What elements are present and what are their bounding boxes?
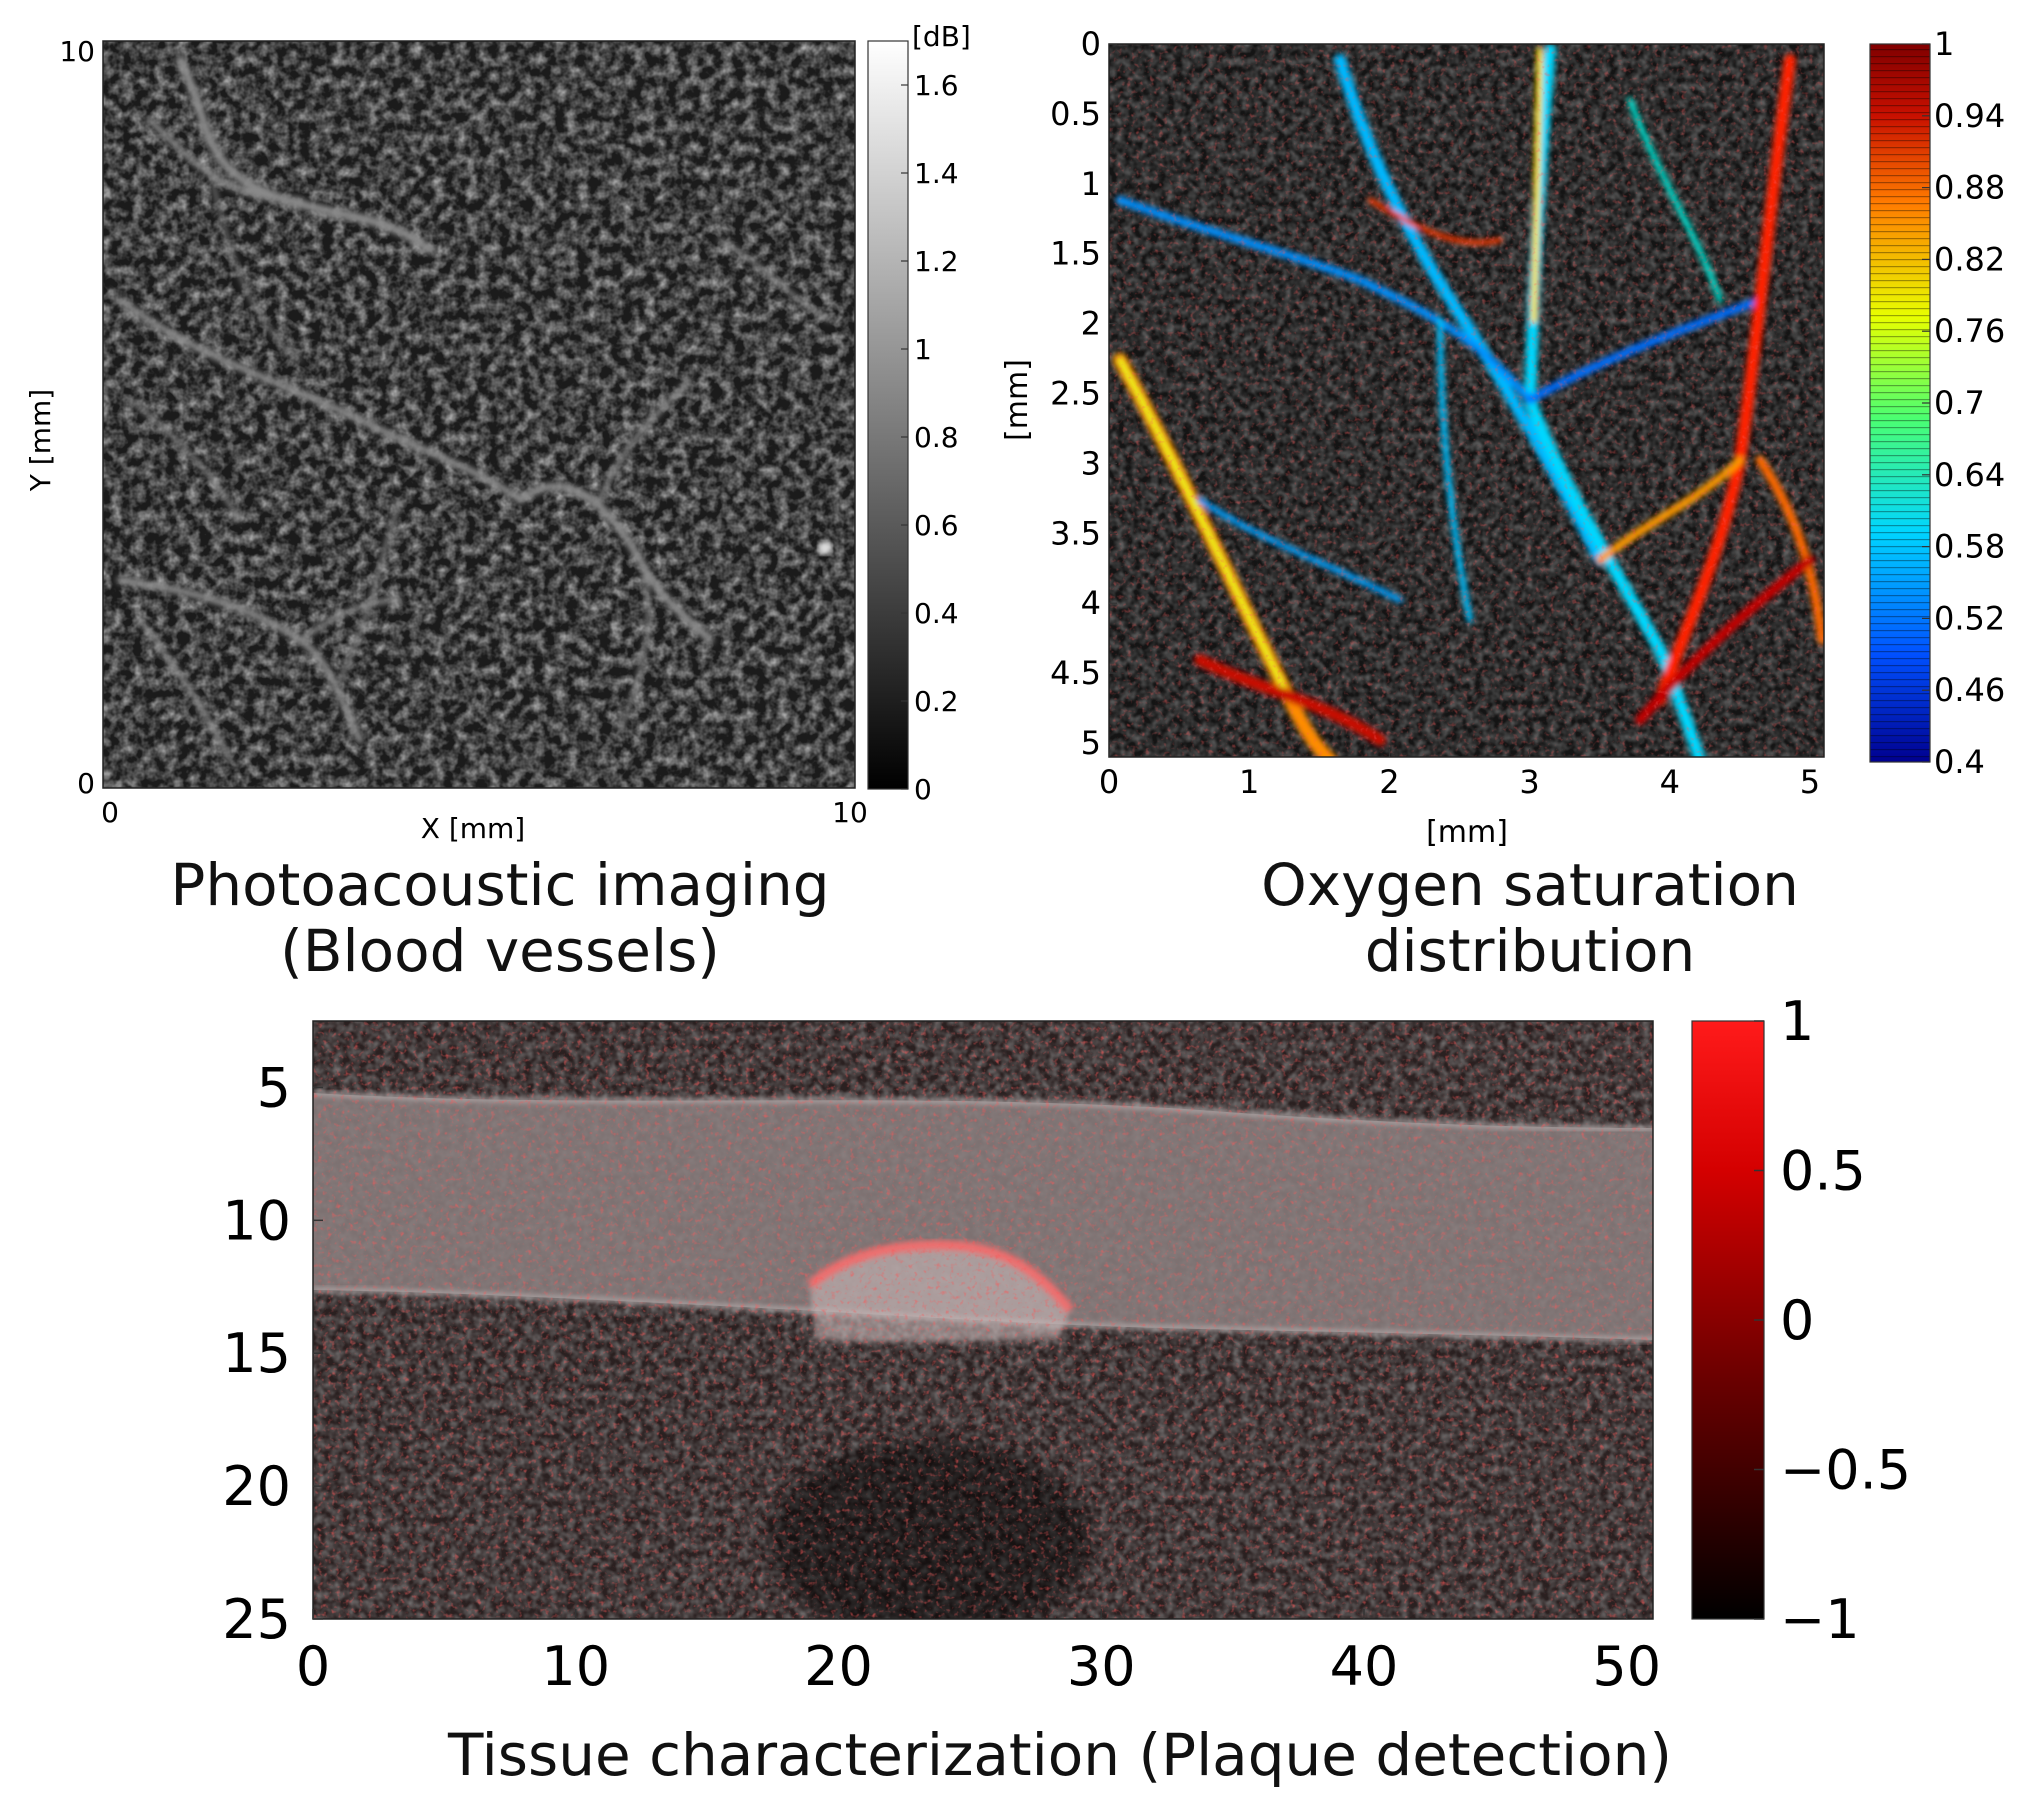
- x-tick-label: 5: [1800, 763, 1820, 801]
- colorbar-tick-label: −1: [1780, 1588, 1860, 1651]
- colorbar-tick-label: 1: [914, 333, 932, 366]
- y-tick-label: 20: [222, 1455, 291, 1518]
- y-tick-label: 3: [1081, 444, 1101, 482]
- y-tick-label: 1: [1081, 165, 1101, 203]
- photoacoustic-chart: 10 0 0 10 X [mm] Y [mm] [dB] 0 0.2 0.4 0.6 0…: [24, 20, 971, 845]
- y-tick-label: 10: [222, 1189, 291, 1252]
- caption-line: Oxygen saturation: [1261, 851, 1799, 919]
- colorbar-tick-label: 0.52: [1934, 599, 2005, 637]
- colorbar-tick-label: 1.6: [914, 69, 959, 102]
- colorbar-tick-label: 0.82: [1934, 240, 2005, 278]
- x-tick-label: 0: [101, 796, 119, 829]
- y-tick-label: 1.5: [1050, 235, 1101, 273]
- tissue-caption: Tissue characterization (Plaque detectio…: [200, 1722, 1920, 1788]
- x-tick-label: 30: [1067, 1635, 1136, 1698]
- photoacoustic-colorbar: [dB] 0 0.2 0.4 0.6 0.8 1 1.2 1.4 1.6: [867, 20, 971, 806]
- caption-line: distribution: [1364, 917, 1696, 985]
- caption-line: Photoacoustic imaging: [170, 851, 830, 919]
- y-tick-label: 15: [222, 1322, 291, 1385]
- y-tick-label: 10: [59, 35, 95, 68]
- y-tick-label: 0.5: [1050, 95, 1101, 133]
- y-tick-label: 4.5: [1050, 654, 1101, 692]
- caption-line: (Blood vessels): [280, 917, 720, 985]
- colorbar-tick-label: 0.5: [1780, 1140, 1866, 1203]
- y-tick-label: 4: [1081, 584, 1101, 622]
- photoacoustic-image: [103, 41, 855, 788]
- colorbar-unit: [dB]: [912, 20, 971, 53]
- x-tick-label: 40: [1330, 1635, 1399, 1698]
- y-tick-label: 5: [257, 1056, 291, 1119]
- tissue-chart: 0 10 20 30 40 50 5 10 15 20 25 1 0.5 0 −0.5 −1: [222, 990, 1911, 1698]
- x-tick-label: 2: [1379, 763, 1399, 801]
- y-tick-label: 2.5: [1050, 375, 1101, 413]
- x-tick-label: 10: [832, 796, 868, 829]
- x-tick-label: 0: [296, 1635, 330, 1698]
- x-tick-label: 0: [1099, 763, 1119, 801]
- vessel-network: [116, 55, 832, 763]
- colorbar-tick-label: 0.6: [914, 509, 959, 542]
- y-tick-label: 0: [77, 767, 95, 800]
- colorbar-tick-label: 0.64: [1934, 456, 2005, 494]
- x-tick-label: 3: [1519, 763, 1539, 801]
- x-tick-label: 4: [1660, 763, 1680, 801]
- colorbar-tick-label: 0.58: [1934, 528, 2005, 566]
- colorbar-tick-label: −0.5: [1780, 1439, 1911, 1502]
- tissue-colorbar: 1 0.5 0 −0.5 −1: [1691, 990, 1911, 1651]
- y-axis-label: Y [mm]: [24, 389, 57, 492]
- colorbar-tick-label: 0.4: [914, 597, 959, 630]
- colorbar-tick-label: 1.4: [914, 157, 959, 190]
- y-tick-label: 5: [1081, 724, 1101, 762]
- x-tick-label: 20: [804, 1635, 873, 1698]
- y-tick-label: 2: [1081, 305, 1101, 343]
- colorbar-tick-label: 0.7: [1934, 384, 1985, 422]
- colorbar-tick-label: 0.2: [914, 685, 959, 718]
- colorbar-tick-label: 1: [1780, 990, 1814, 1053]
- colorbar-tick-label: 0.8: [914, 421, 959, 454]
- tissue-image: [313, 1021, 1653, 1619]
- oxygen-colorbar: 1 0.94 0.88 0.82 0.76 0.7 0.64 0.58 0.52 0.46 0.4: [1869, 25, 2005, 781]
- colorbar-tick-label: 0: [914, 773, 932, 806]
- y-tick-label: 0: [1081, 25, 1101, 63]
- colorbar-tick-label: 1: [1934, 25, 1954, 63]
- colorbar-tick-label: 0.76: [1934, 312, 2005, 350]
- x-tick-label: 50: [1592, 1635, 1661, 1698]
- x-tick-label: 10: [541, 1635, 610, 1698]
- colorbar-tick-label: 1.2: [914, 245, 959, 278]
- x-axis-label: [mm]: [1426, 815, 1508, 850]
- colorbar-tick-label: 0: [1780, 1289, 1814, 1352]
- oxygen-chart: 0 1 2 3 4 500.511.522.533.544.55 [mm] [mm] 10…: [1000, 25, 2005, 850]
- caption-line: Tissue characterization (Plaque detectio…: [448, 1721, 1672, 1789]
- x-axis-label: X [mm]: [421, 812, 525, 845]
- colorbar-tick-label: 0.88: [1934, 169, 2005, 207]
- colorbar-tick-label: 0.46: [1934, 671, 2005, 709]
- oxygen-caption: Oxygen saturation distribution: [1150, 852, 1910, 984]
- colorbar-tick-label: 0.4: [1934, 743, 1985, 781]
- oxygen-image: [1109, 44, 1824, 757]
- y-tick-label: 3.5: [1050, 514, 1101, 552]
- colorbar-tick-label: 0.94: [1934, 97, 2005, 135]
- y-tick-label: 25: [222, 1588, 291, 1651]
- photoacoustic-caption: Photoacoustic imaging (Blood vessels): [90, 852, 910, 984]
- y-axis-label: [mm]: [1000, 359, 1035, 441]
- x-tick-label: 1: [1239, 763, 1259, 801]
